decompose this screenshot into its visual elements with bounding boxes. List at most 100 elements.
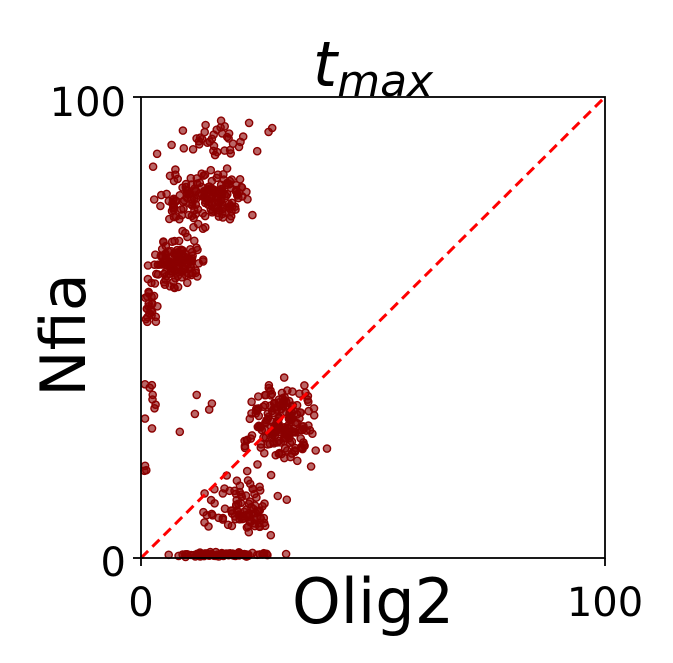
data-point (263, 414, 273, 424)
data-point (159, 237, 168, 246)
data-point (300, 381, 309, 390)
data-point (296, 408, 306, 417)
data-point (253, 392, 263, 401)
data-point (224, 134, 233, 143)
data-point (217, 129, 227, 138)
data-point (190, 205, 199, 215)
data-point (169, 194, 178, 204)
data-point (201, 120, 210, 130)
data-point (306, 462, 316, 471)
data-point (279, 373, 289, 382)
data-point (194, 139, 204, 149)
data-point (201, 549, 210, 559)
data-point (250, 501, 260, 510)
data-point (206, 165, 216, 175)
data-point (322, 444, 332, 453)
data-point (179, 143, 189, 153)
data-point (206, 185, 216, 194)
data-point (247, 397, 256, 407)
plot-area (139, 95, 607, 562)
data-point (222, 164, 232, 173)
data-point (234, 510, 244, 519)
data-point (290, 447, 300, 457)
data-point (142, 317, 152, 327)
data-point (243, 476, 253, 485)
data-point (190, 184, 199, 193)
data-point (220, 504, 230, 514)
data-point (248, 548, 257, 558)
data-point (170, 248, 179, 257)
data-point (272, 438, 282, 447)
data-point (266, 470, 276, 480)
data-point (237, 492, 247, 502)
data-point (207, 399, 217, 408)
data-point (252, 513, 262, 522)
data-point (273, 402, 282, 412)
data-point (199, 191, 209, 201)
data-point (254, 422, 264, 432)
data-point (282, 423, 292, 432)
data-point (238, 132, 248, 141)
data-point (150, 279, 160, 288)
data-point (162, 271, 171, 281)
data-point (169, 176, 179, 186)
data-point (283, 432, 293, 441)
data-point (156, 190, 166, 200)
data-point (176, 205, 186, 214)
y-axis-ticks (133, 96, 141, 559)
data-point (153, 260, 163, 270)
data-point (192, 390, 201, 400)
data-point (212, 147, 222, 157)
data-point (253, 460, 262, 469)
data-point (145, 383, 154, 393)
data-point (286, 452, 295, 462)
data-point (165, 256, 174, 266)
data-point (267, 389, 277, 399)
data-point (260, 390, 270, 400)
data-point (150, 250, 160, 259)
y-axis-label: Nfia (27, 273, 100, 396)
data-point (140, 461, 150, 471)
data-point (218, 489, 228, 498)
data-point (227, 506, 237, 516)
data-point (171, 165, 180, 174)
data-point (255, 550, 265, 559)
data-point (279, 397, 289, 407)
data-point (260, 400, 270, 410)
plot-frame (140, 96, 606, 559)
data-point (189, 222, 198, 232)
data-point (198, 208, 208, 218)
data-point (267, 123, 277, 133)
data-point (161, 249, 170, 259)
data-point (240, 436, 249, 446)
data-point (224, 180, 234, 189)
data-point (270, 431, 280, 440)
data-point (218, 515, 228, 524)
data-point (188, 144, 198, 154)
data-point (308, 429, 317, 439)
data-point (292, 456, 302, 466)
data-point (244, 118, 254, 128)
data-point (147, 424, 157, 433)
data-point (189, 236, 199, 246)
data-point (232, 476, 242, 486)
data-point (288, 387, 297, 396)
data-point (175, 427, 185, 437)
data-point (281, 549, 291, 559)
data-point (147, 292, 156, 302)
data-point (203, 200, 213, 209)
data-point (259, 448, 269, 458)
data-point (304, 421, 313, 430)
data-point (193, 245, 202, 255)
data-point (263, 440, 272, 449)
data-point (289, 427, 298, 436)
data-point (148, 162, 158, 171)
data-point (237, 192, 247, 201)
data-point (282, 495, 292, 505)
data-point (186, 173, 196, 183)
data-point (240, 549, 249, 559)
data-point (207, 509, 216, 519)
data-point (220, 122, 229, 131)
x-tick-label-100: 100 (567, 580, 643, 626)
